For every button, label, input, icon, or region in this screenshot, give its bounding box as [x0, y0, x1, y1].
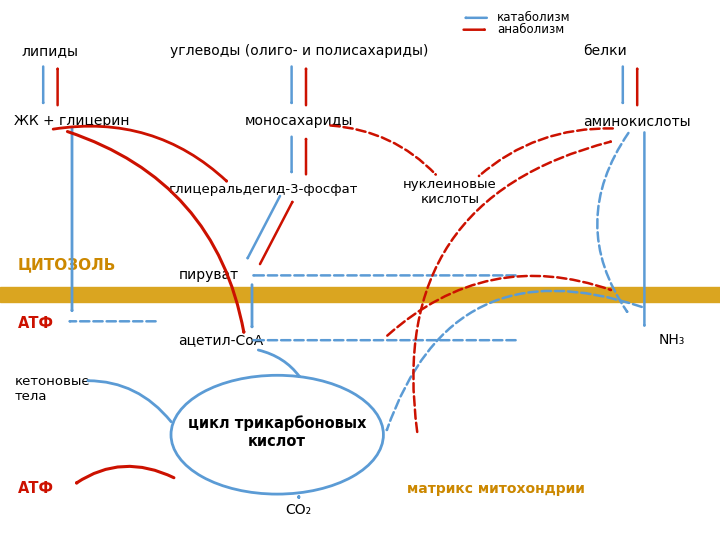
- Bar: [0, 287, 720, 302]
- Text: кетоновые
тела: кетоновые тела: [14, 375, 90, 403]
- Text: ЦИТОЗОЛЬ: ЦИТОЗОЛЬ: [18, 257, 117, 272]
- Text: моносахариды: моносахариды: [245, 114, 353, 129]
- Text: нуклеиновые
кислоты: нуклеиновые кислоты: [403, 178, 497, 206]
- Text: анаболизм: анаболизм: [497, 23, 564, 36]
- Text: CO₂: CO₂: [286, 503, 312, 517]
- Text: пируват: пируват: [179, 268, 239, 282]
- Text: матрикс митохондрии: матрикс митохондрии: [407, 482, 585, 496]
- Text: глицеральдегид-3-фосфат: глицеральдегид-3-фосфат: [169, 183, 359, 195]
- Text: липиды: липиды: [22, 44, 79, 58]
- Text: аминокислоты: аминокислоты: [584, 114, 691, 129]
- Text: АТФ: АТФ: [18, 316, 54, 332]
- Text: белки: белки: [583, 44, 626, 58]
- Text: NH₃: NH₃: [659, 333, 685, 347]
- Text: ацетил-СоА: ацетил-СоА: [179, 333, 264, 347]
- Text: катаболизм: катаболизм: [497, 11, 570, 24]
- Ellipse shape: [171, 375, 383, 494]
- Text: ЖК + глицерин: ЖК + глицерин: [14, 114, 130, 129]
- Text: углеводы (олиго- и полисахариды): углеводы (олиго- и полисахариды): [170, 44, 428, 58]
- Text: цикл трикарбоновых
кислот: цикл трикарбоновых кислот: [188, 415, 366, 449]
- Text: АТФ: АТФ: [18, 481, 54, 496]
